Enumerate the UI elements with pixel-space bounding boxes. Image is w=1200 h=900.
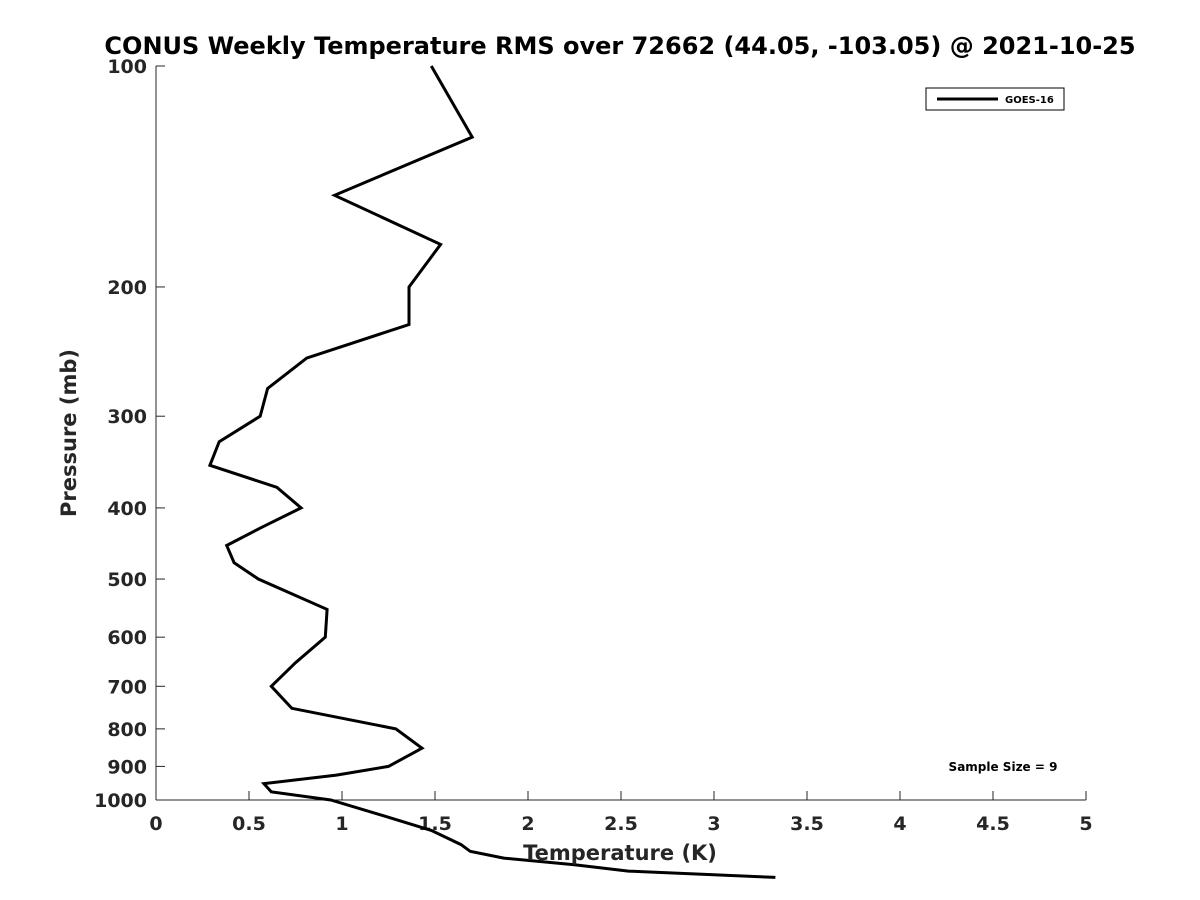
y-tick-label: 300 bbox=[107, 406, 147, 428]
y-tick-label: 700 bbox=[107, 676, 147, 698]
x-tick-label: 0 bbox=[149, 813, 162, 835]
x-axis-label: Temperature (K) bbox=[523, 841, 717, 865]
x-tick-label: 1 bbox=[335, 813, 348, 835]
axes: 0 0.5 1 1.5 2 2.5 3 3.5 4 4.5 51002003004005006007… bbox=[94, 56, 1093, 835]
x-tick-label: 2.5 bbox=[604, 813, 638, 835]
y-tick-label: 200 bbox=[107, 277, 147, 299]
x-tick-label: 3 bbox=[707, 813, 720, 835]
y-tick-label: 600 bbox=[107, 627, 147, 649]
x-tick-label: 4 bbox=[893, 813, 906, 835]
y-tick-label: 400 bbox=[107, 498, 147, 520]
y-tick-label: 1000 bbox=[94, 790, 147, 812]
sample-size-annotation: Sample Size = 9 bbox=[949, 760, 1058, 774]
series-layer bbox=[207, 65, 776, 879]
x-tick-label: 3.5 bbox=[790, 813, 824, 835]
y-tick-label: 100 bbox=[107, 56, 147, 78]
y-tick-label: 500 bbox=[107, 569, 147, 591]
series-line bbox=[207, 65, 776, 879]
x-tick-label: 0.5 bbox=[232, 813, 266, 835]
x-tick-label: 4.5 bbox=[976, 813, 1010, 835]
y-tick-label: 900 bbox=[107, 756, 147, 778]
y-tick-label: 800 bbox=[107, 719, 147, 741]
x-tick-label: 2 bbox=[521, 813, 534, 835]
x-tick-label: 5 bbox=[1079, 813, 1092, 835]
chart-title: CONUS Weekly Temperature RMS over 72662 … bbox=[104, 32, 1135, 60]
legend-label: GOES-16 bbox=[1005, 95, 1054, 106]
y-axis-label: Pressure (mb) bbox=[57, 349, 81, 517]
legend: GOES-16 bbox=[925, 87, 1065, 111]
